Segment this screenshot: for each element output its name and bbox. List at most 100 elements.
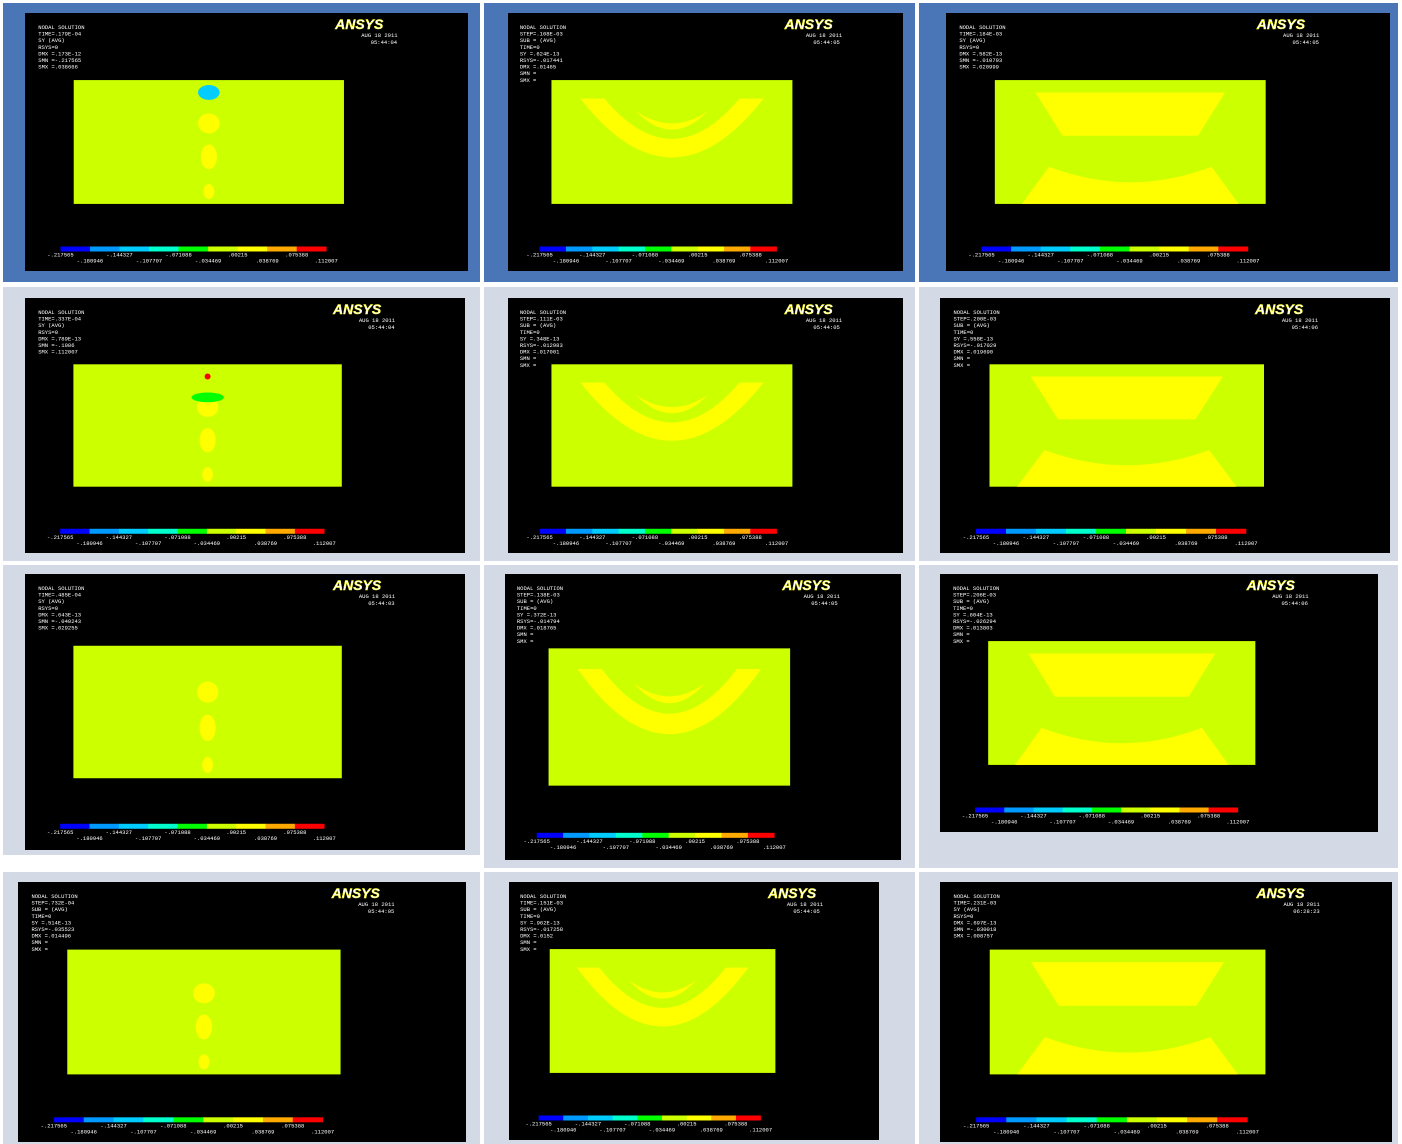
contour-region [580,98,764,158]
info-line: SMN = [953,631,970,638]
legend-label: -.217565 [963,1122,989,1129]
legend-label: -.034469 [1108,818,1134,825]
info-line: TIME=.151E-03 [520,900,563,907]
contour-region [199,427,216,453]
ansys-screen: NODAL SOLUTION TIME=.151E-03 SUB = (AVG) TI… [509,882,879,1140]
legend-swatch [747,832,775,838]
legend-swatch [538,1115,564,1121]
date: AUG 18 2011 [806,32,843,39]
legend-swatch [686,1115,712,1121]
info-line: SUB = (AVG) [954,322,990,329]
legend-label: -.071088 [165,251,191,258]
legend-label: .038769 [251,1128,274,1135]
ansys-logo: ANSYS [784,301,834,317]
legend-swatch [697,246,725,252]
legend-swatch [1006,1117,1037,1123]
legend-label: -.034469 [1116,257,1142,264]
time: 05:44:05 [813,324,839,331]
contour-region [200,144,217,170]
legend-label: -.107707 [1053,1128,1079,1135]
legend-swatch [1096,528,1127,534]
info-line: SY =.624E-13 [520,50,560,57]
legend-label: .038769 [710,844,733,851]
legend-swatch [661,1115,687,1121]
time: 05:44:05 [811,600,837,607]
info-line: STEP=.206E-03 [953,592,996,599]
legend-label: .075388 [281,1122,304,1129]
legend-swatch [671,246,698,252]
legend-swatch [83,1117,114,1123]
legend-label: -.034469 [190,1128,216,1135]
ansys-logo: ANSYS [767,885,817,901]
legend-swatch [981,246,1012,252]
legend-label: .075388 [283,534,306,541]
legend-label: .038769 [256,257,279,264]
contour-region [576,967,749,1027]
contour-region [628,980,697,999]
legend-label: .112007 [313,835,336,842]
legend-label: .038769 [1168,818,1191,825]
legend-swatch [1208,807,1239,813]
legend-label: -.144327 [106,829,132,836]
ansys-logo: ANSYS [332,577,382,593]
legend-swatch [118,823,149,829]
legend-label: -.034469 [658,540,684,547]
legend-swatch [1121,807,1151,813]
contour-region [191,392,224,403]
legend-label: -.180946 [993,540,1019,547]
legend-label: -.144327 [1023,1122,1049,1129]
ansys-screen: NODAL SOLUTION STEP=.206E-03 SUB = (AVG) TI… [940,574,1378,832]
legend-label: -.217565 [41,1122,67,1129]
legend-swatch [208,246,238,252]
legend-swatch [671,528,698,534]
date: AUG 18 2011 [359,317,396,324]
legend-label: -.107707 [135,540,161,547]
contour-region [635,394,709,414]
info-line: SMX =.038666 [38,64,78,71]
info-line: TIME=0 [953,605,973,612]
legend-swatch [563,1115,589,1121]
legend-label: .075388 [1206,1122,1229,1129]
info-line: SY (AVG) [38,322,64,329]
info-line: DMX =.018765 [517,625,557,632]
legend-label: -.071088 [629,838,655,845]
legend-swatch [148,528,178,534]
info-line: DMX =.017001 [520,349,560,356]
legend-swatch [750,246,777,252]
legend-swatch [236,528,266,534]
info-line: SUB = (AVG) [520,37,556,44]
info-line: SMX =.008757 [954,933,994,940]
legend-swatch [206,823,237,829]
legend-label: -.144327 [576,838,602,845]
legend-swatch [536,832,564,838]
legend-label: -.071088 [632,534,658,541]
contour-region [195,1014,213,1040]
contour-region [580,382,764,441]
legend-swatch [592,246,619,252]
legend-label: .112007 [765,540,788,547]
legend-label: -.107707 [1057,257,1083,264]
legend-swatch [89,528,120,534]
info-line: TIME=.184E-03 [959,31,1002,38]
ansys-screen: NODAL SOLUTION TIME=.184E-03 SY (AVG) RSYS=… [946,13,1390,271]
ansys-screen: NODAL SOLUTION STEP=.108E-03 SUB = (AVG) TI… [508,13,903,271]
legend-label: -.144327 [575,1120,601,1127]
legend-label: -.217565 [47,534,73,541]
info-line: SY (AVG) [38,598,64,605]
legend-swatch [723,246,751,252]
legend-label: .112007 [765,257,788,264]
legend-label: .00215 [1149,251,1169,258]
info-line: SMX = [954,362,971,369]
legend-swatch [589,832,617,838]
contour-plot [73,645,342,779]
ansys-logo: ANSYS [1255,885,1305,901]
legend-swatch [1179,807,1209,813]
contour-region [198,85,220,100]
time: 06:28:23 [1293,908,1319,915]
legend-swatch [1006,528,1037,534]
legend-swatch [292,1117,323,1123]
info-line: SY =.348E-13 [520,335,560,342]
legend-swatch [1129,246,1160,252]
legend-swatch [118,528,149,534]
